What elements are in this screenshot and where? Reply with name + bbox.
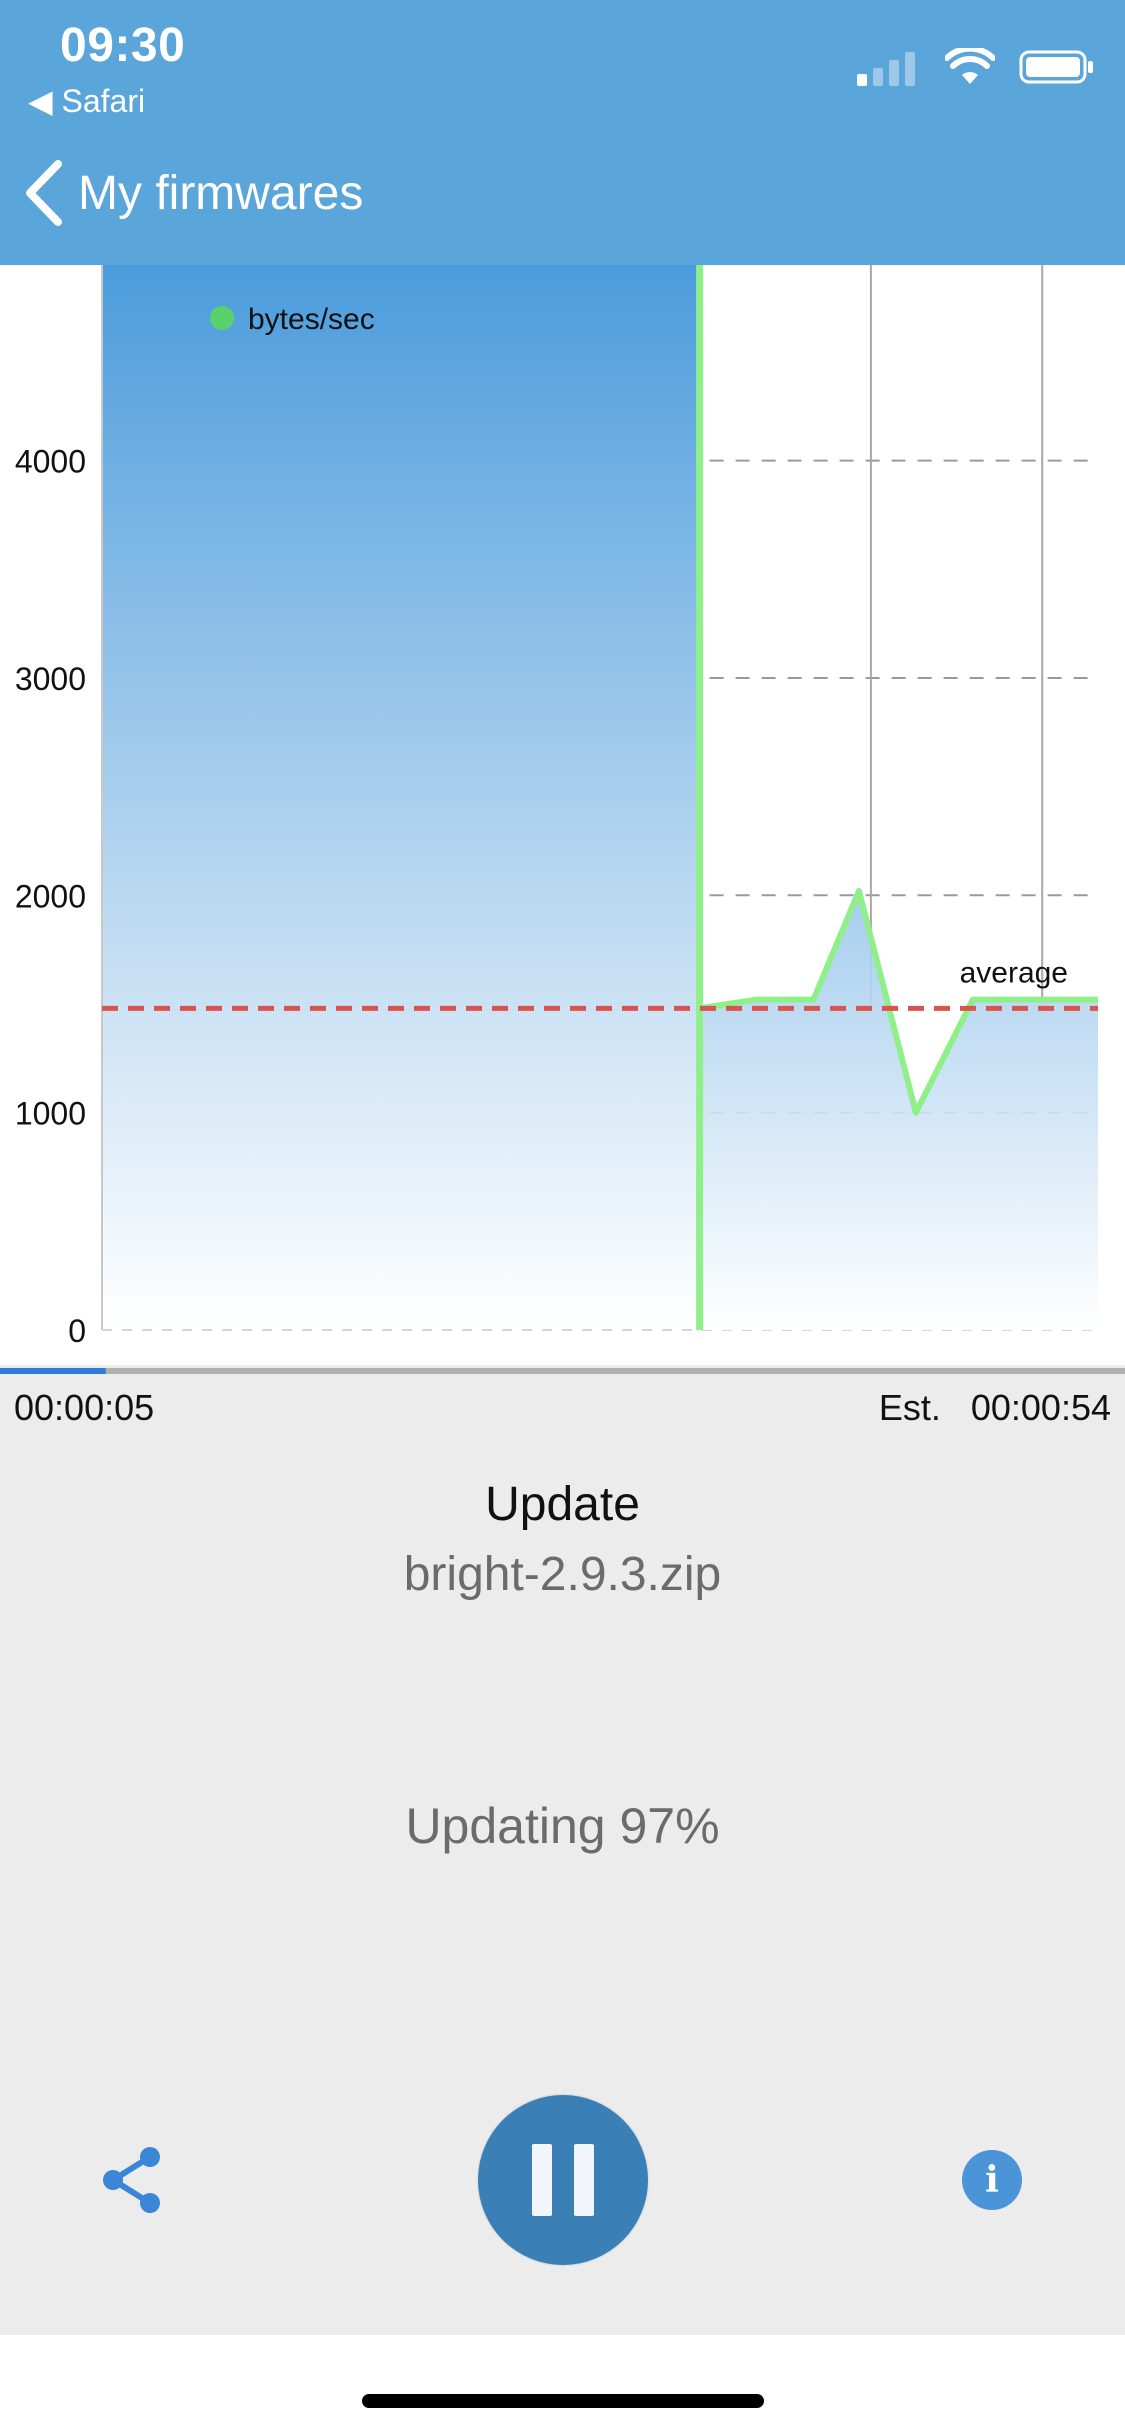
- transfer-chart: 0 1000 2000 3000 4000 average bytes/sec: [0, 265, 1125, 1365]
- pause-icon: [532, 2144, 552, 2216]
- estimate-label: Est.: [878, 1387, 941, 1428]
- pause-icon: [574, 2144, 594, 2216]
- share-icon[interactable]: [98, 2145, 168, 2215]
- average-label: average: [960, 956, 1068, 989]
- series-line: [699, 887, 1098, 1116]
- legend-label: bytes/sec: [248, 303, 375, 336]
- progress-fill: [0, 1368, 106, 1374]
- chart-left-area: [102, 265, 700, 1330]
- y-tick-label: 4000: [15, 444, 86, 480]
- home-indicator[interactable]: [362, 2394, 764, 2408]
- estimate: Est. 00:00:54: [879, 1387, 1111, 1429]
- back-button-label: My firmwares: [78, 166, 364, 220]
- back-button[interactable]: My firmwares: [24, 160, 363, 226]
- status-back-app[interactable]: ◀ Safari: [28, 83, 146, 119]
- status-time: 09:30: [60, 19, 186, 72]
- elapsed-time: 00:00:05: [14, 1387, 155, 1428]
- signal-icon: [857, 52, 915, 86]
- y-tick-label: 3000: [15, 661, 86, 697]
- update-title: Update: [485, 1478, 640, 1531]
- chart-svg: 0 1000 2000 3000 4000 average bytes/sec: [15, 265, 1098, 1349]
- battery-icon: [1019, 50, 1093, 84]
- update-status: Updating 97%: [405, 1798, 720, 1854]
- status-icons: [857, 48, 1095, 86]
- y-tick-label: 1000: [15, 1096, 86, 1132]
- update-panel: 00:00:05 Est. 00:00:54 Update bright-2.9…: [0, 1365, 1125, 2335]
- legend-dot: [210, 306, 234, 330]
- estimate-time: 00:00:54: [970, 1387, 1111, 1428]
- y-tick-label: 2000: [15, 878, 86, 914]
- progress-track: [0, 1368, 1125, 1374]
- y-tick-label: 0: [68, 1313, 86, 1349]
- progress-bar: [0, 1368, 1125, 1374]
- info-icon[interactable]: i: [962, 2150, 1022, 2210]
- pause-button[interactable]: [478, 2095, 648, 2265]
- firmware-file: bright-2.9.3.zip: [403, 1548, 722, 1601]
- chevron-left-icon: [26, 160, 62, 226]
- header: 09:30 ◀ Safari My firmwares: [0, 0, 1125, 265]
- wifi-icon: [945, 48, 995, 84]
